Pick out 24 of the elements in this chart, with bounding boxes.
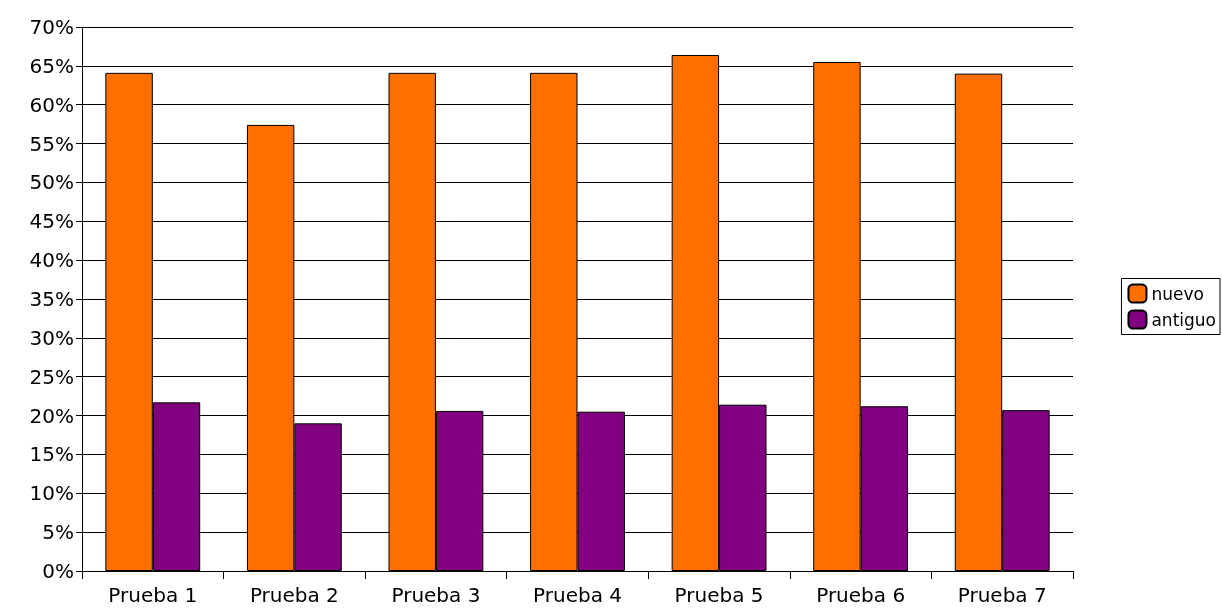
- y-tick-label: 55%: [29, 131, 74, 156]
- x-tick-label: Prueba 1: [108, 583, 198, 607]
- y-tick-label: 40%: [29, 248, 74, 273]
- x-tick-label: Prueba 5: [674, 583, 764, 607]
- legend-label: antiguo: [1151, 309, 1216, 330]
- y-tick-label: 25%: [29, 364, 74, 389]
- y-tick-label: 35%: [29, 287, 74, 311]
- y-tick-label: 50%: [29, 170, 74, 195]
- x-tick-label: Prueba 7: [957, 583, 1047, 607]
- x-tick-label: Prueba 4: [533, 583, 622, 607]
- y-tick-label: 30%: [29, 325, 74, 350]
- y-tick-label: 0%: [42, 559, 74, 583]
- y-tick-label: 15%: [29, 442, 74, 467]
- y-tick-label: 60%: [29, 92, 74, 117]
- y-tick-label: 65%: [29, 53, 74, 78]
- y-tick-label: 45%: [29, 209, 74, 234]
- x-tick-label: Prueba 3: [391, 583, 481, 607]
- x-tick-label: Prueba 6: [816, 583, 906, 607]
- x-tick-label: Prueba 2: [249, 583, 339, 607]
- y-tick-label: 20%: [29, 403, 74, 428]
- legend-label: nuevo: [1151, 283, 1204, 304]
- y-tick-label: 10%: [29, 481, 74, 506]
- y-tick-label: 70%: [29, 15, 74, 39]
- y-tick-label: 5%: [42, 520, 74, 545]
